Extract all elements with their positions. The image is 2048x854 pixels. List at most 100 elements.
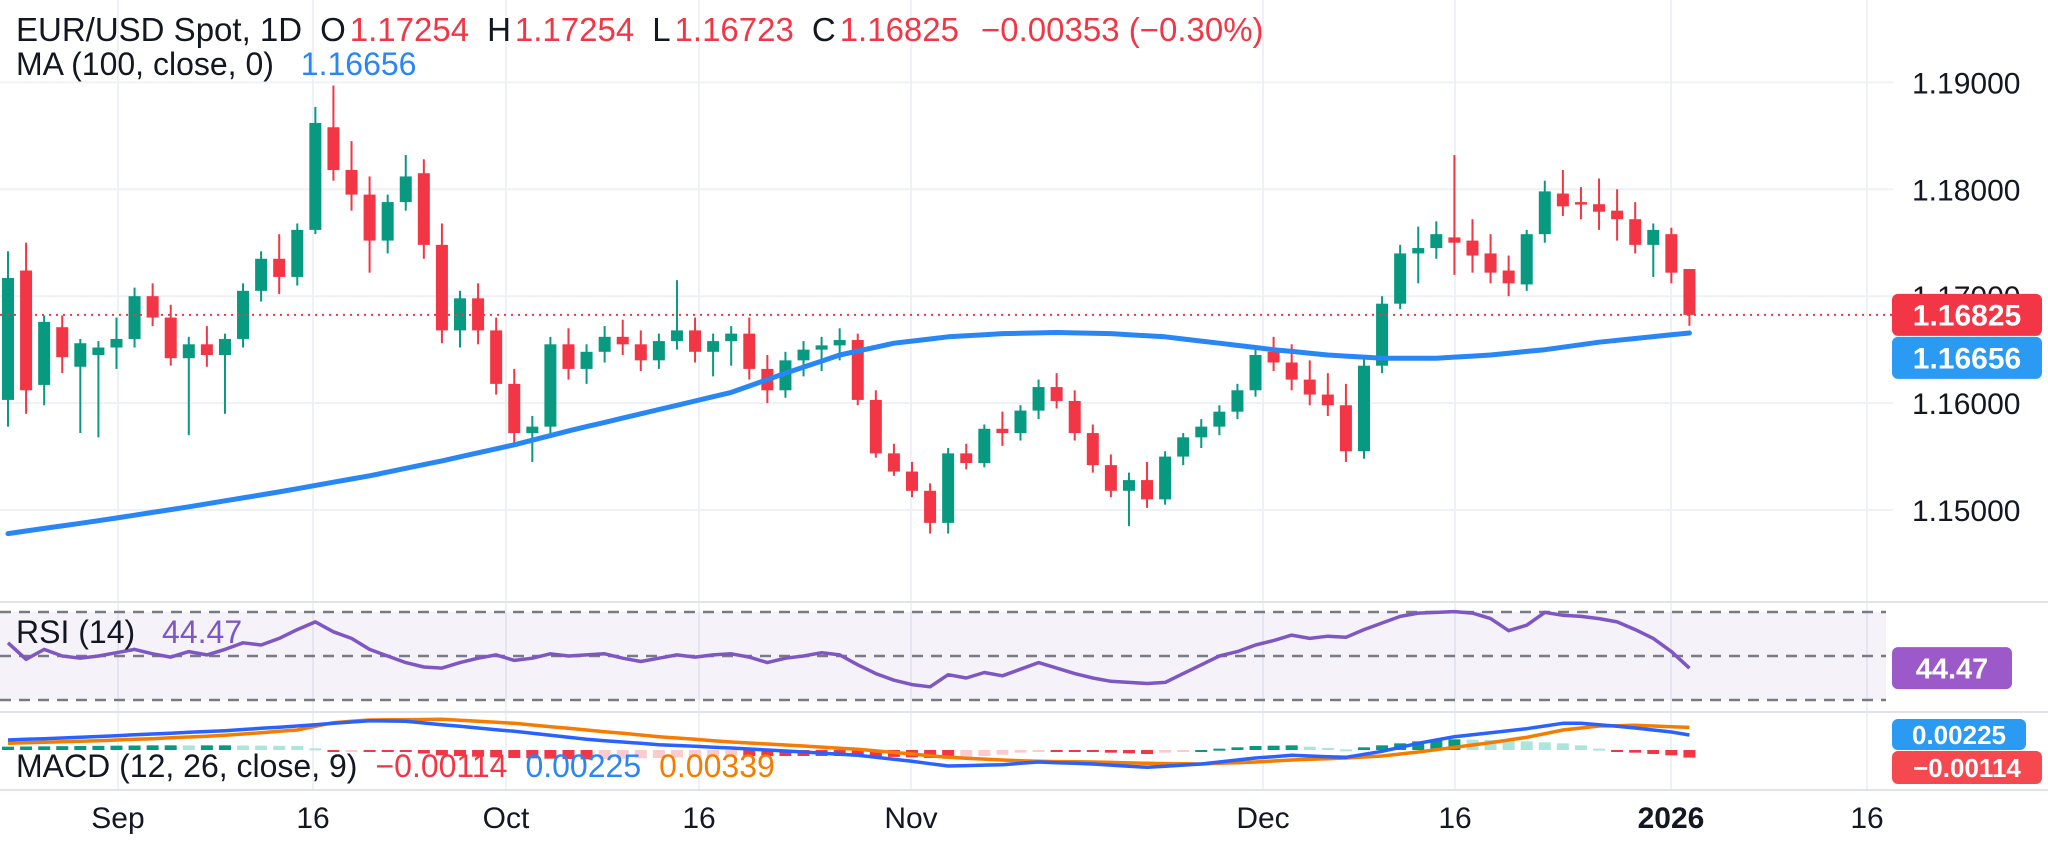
candle [1321, 394, 1334, 406]
candle [237, 290, 250, 339]
macd-histogram-bar [1285, 745, 1298, 750]
candle [634, 344, 647, 361]
ohlc-value: 1.17254 [349, 11, 470, 48]
time-axis-label[interactable]: 16 [682, 802, 715, 835]
macd-histogram-bar [544, 750, 557, 759]
time-axis-label[interactable]: Sep [91, 802, 144, 835]
candle [1448, 237, 1461, 243]
candle-wick [97, 341, 100, 438]
macd-hist-badge [1892, 750, 2042, 784]
time-axis-label[interactable]: Oct [483, 802, 530, 835]
candle [580, 351, 593, 369]
candle [942, 453, 955, 523]
candle [544, 344, 557, 427]
macd-histogram-bar [634, 750, 647, 759]
time-axis-label[interactable]: 16 [1850, 802, 1883, 835]
candle [1068, 400, 1081, 434]
candle [110, 338, 123, 348]
candle [472, 298, 485, 331]
ma-value: 1.16656 [300, 46, 417, 82]
candle [309, 122, 322, 230]
candle [797, 349, 810, 361]
price-axis-label[interactable]: 1.19000 [1912, 67, 2020, 100]
candle [1556, 193, 1569, 207]
macd-histogram-bar [1683, 750, 1696, 758]
symbol-legend[interactable]: EUR/USD Spot, 1D O 1.17254 H 1.17254 L 1.16723… [16, 10, 1264, 50]
rsi-label: RSI (14) [16, 614, 136, 650]
candle [1014, 410, 1027, 434]
candle [1574, 202, 1587, 205]
candle-wick [1652, 223, 1655, 277]
candle-wick [1453, 155, 1456, 275]
candle [200, 344, 213, 355]
macd-label: MACD (12, 26, close, 9) [16, 748, 358, 784]
macd-histogram-bar [1141, 750, 1154, 755]
candle [743, 333, 756, 369]
candle [1538, 191, 1551, 235]
macd-histogram-bar [327, 750, 340, 752]
candle [273, 258, 286, 277]
price-axis-label[interactable]: 1.16000 [1912, 388, 2020, 421]
ohlc-key: C [811, 11, 836, 48]
macd-histogram-bar [1321, 747, 1334, 750]
signal-line [7, 717, 1690, 766]
candle [1104, 465, 1117, 491]
macd-histogram-bar [1556, 743, 1569, 750]
macd-histogram-bar [1358, 747, 1370, 750]
candle [1122, 480, 1135, 491]
time-axis-label[interactable]: 2026 [1638, 802, 1705, 835]
macd-histogram-bar [38, 746, 51, 750]
macd-legend[interactable]: MACD (12, 26, close, 9) −0.00114 0.00225 0.… [16, 746, 775, 786]
candle [417, 173, 430, 245]
candle [670, 330, 683, 342]
candle [1430, 234, 1443, 249]
candle [146, 296, 159, 318]
macd-histogram-bar [526, 750, 539, 759]
price-axis-label[interactable]: 1.18000 [1912, 174, 2020, 207]
candle-wick [820, 336, 823, 372]
time-axis-label[interactable]: 16 [1438, 802, 1471, 835]
candle [381, 202, 394, 241]
candle [327, 127, 340, 171]
candle [218, 338, 231, 355]
candle [1032, 387, 1045, 411]
candle [1267, 351, 1280, 363]
candle [1665, 234, 1678, 273]
candle-wick [223, 333, 226, 414]
ohlc-key: L [652, 11, 671, 48]
time-axis-label[interactable]: Dec [1236, 802, 1289, 835]
ma-label: MA (100, close, 0) [16, 46, 274, 82]
symbol-title: EUR/USD Spot, 1D [16, 11, 303, 48]
rsi-legend[interactable]: RSI (14) 44.47 [16, 612, 242, 652]
candle [851, 340, 864, 400]
ohlc-value: 1.16825 [839, 11, 959, 48]
candle [1520, 234, 1533, 285]
change-value: −0.00353 (−0.30%) [981, 11, 1264, 48]
macd-histogram-bar [1267, 745, 1280, 750]
time-axis-label[interactable]: Nov [884, 802, 937, 835]
macd-histogram-bar [996, 750, 1009, 755]
candle [1484, 253, 1497, 273]
candle [869, 399, 882, 454]
candle [906, 471, 918, 491]
candle [960, 453, 973, 463]
price-axis-label[interactable]: 1.15000 [1912, 495, 2020, 528]
macd-histogram-bar [200, 745, 213, 750]
time-axis-label[interactable]: 16 [296, 802, 329, 835]
macd-histogram-bar [309, 748, 322, 751]
macd-histogram-bar [707, 750, 720, 757]
ohlc-key: H [487, 11, 511, 48]
macd-line [7, 718, 1690, 770]
rsi-value: 44.47 [162, 614, 243, 650]
ohlc-key: O [320, 11, 346, 48]
candle [725, 333, 738, 342]
macd-histogram-bar [92, 745, 105, 750]
ma-legend[interactable]: MA (100, close, 0) 1.16656 [16, 44, 416, 84]
macd-histogram-bar [2, 746, 14, 750]
macd-histogram-bar [472, 750, 485, 757]
macd-histogram-bar [399, 750, 412, 752]
macd-histogram-bar [616, 750, 629, 759]
candle [490, 330, 503, 384]
candle-wick [79, 338, 82, 434]
